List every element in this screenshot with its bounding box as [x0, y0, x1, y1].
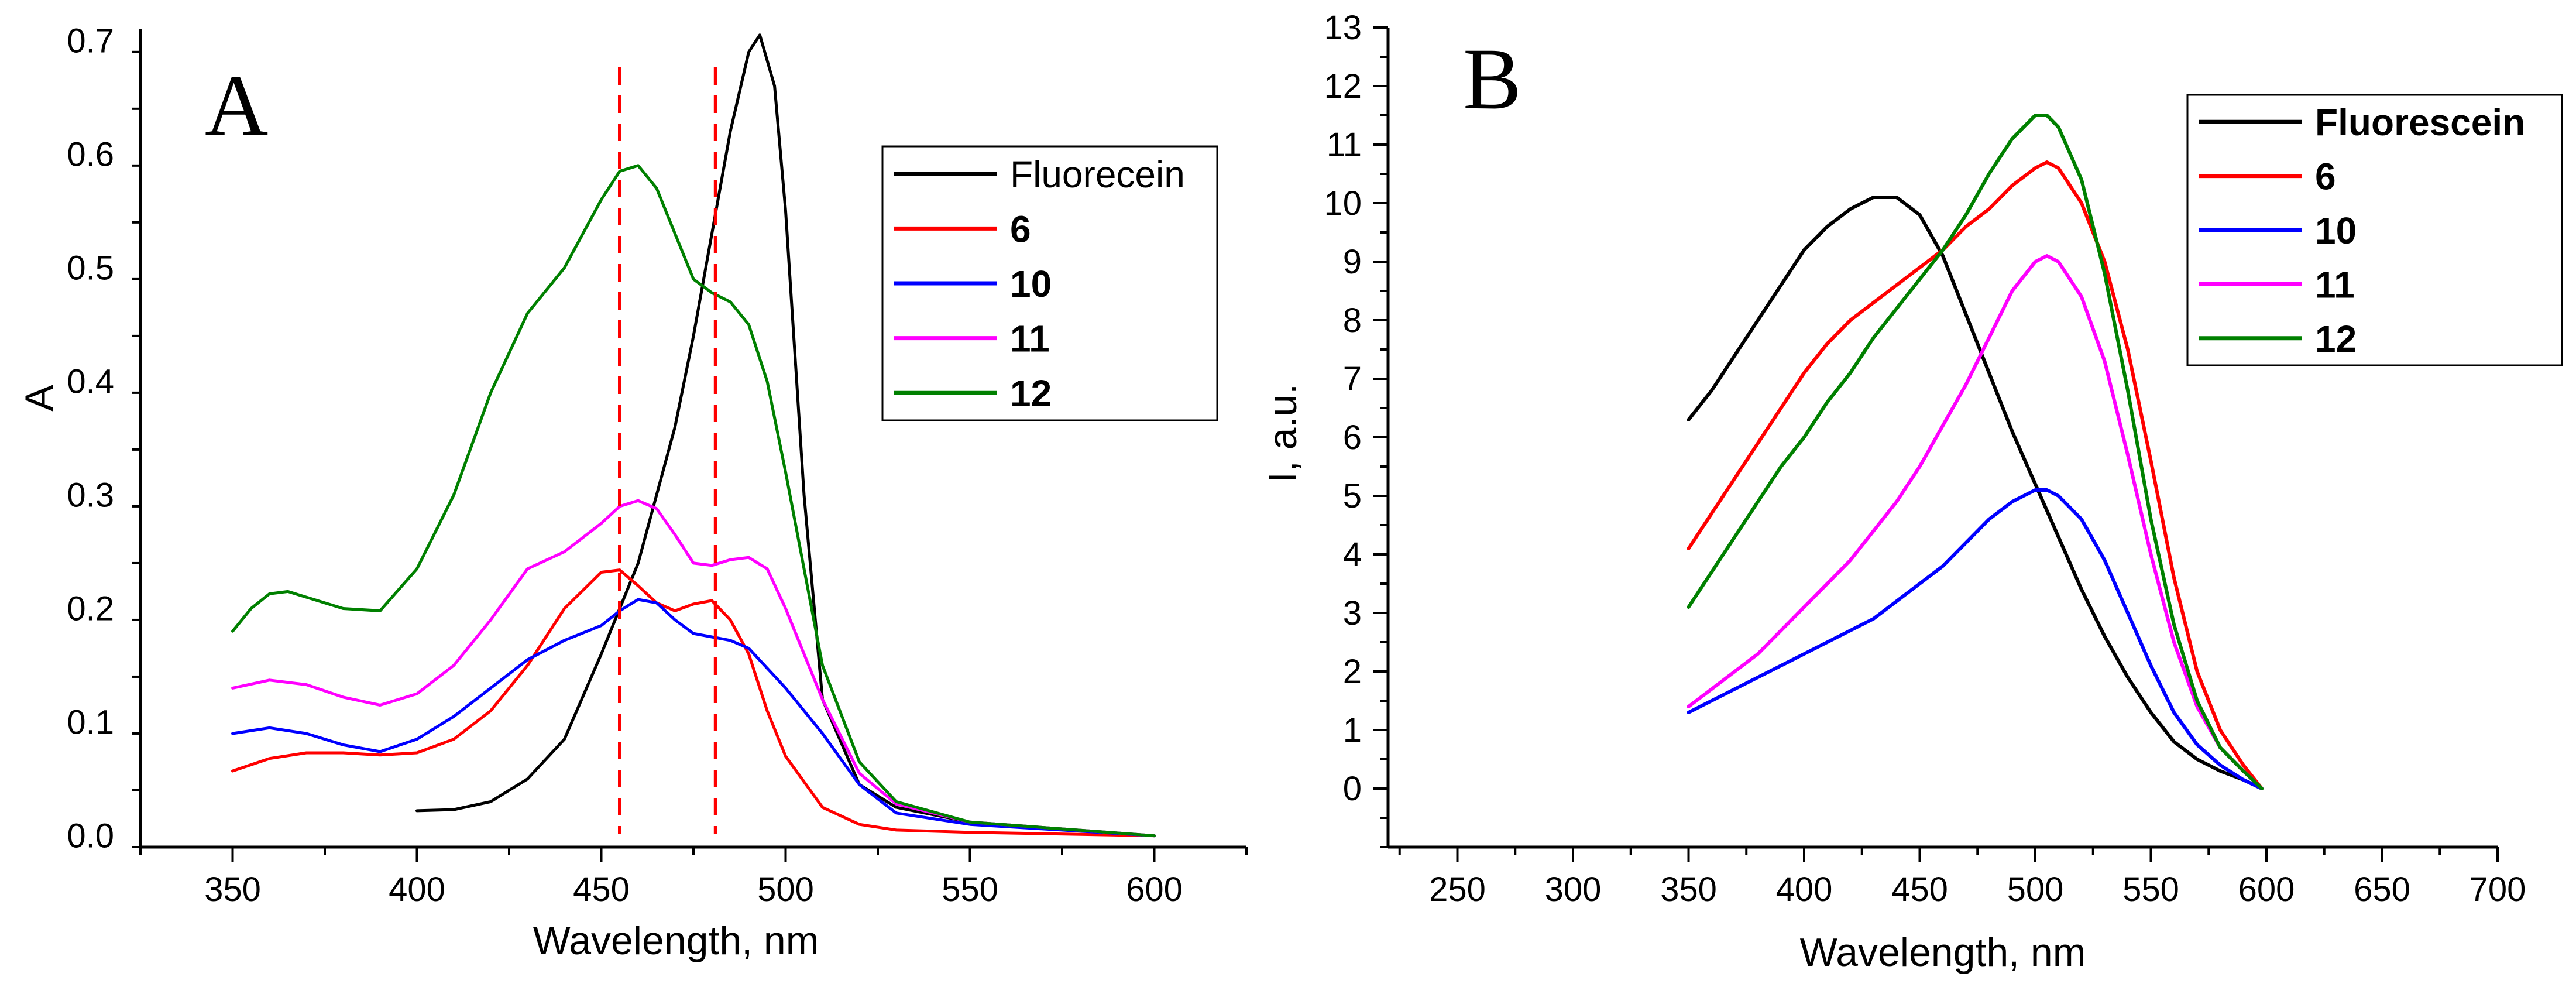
y-tick-label: 4	[1343, 536, 1362, 574]
panel-b-letter: B	[1463, 30, 1521, 128]
y-tick-label: 0.2	[67, 590, 114, 628]
y-tick-label: 0.3	[67, 477, 114, 515]
x-tick-label: 550	[2122, 871, 2179, 909]
y-tick-label: 5	[1343, 477, 1362, 515]
legend-label-10: 10	[1010, 263, 1052, 305]
y-tick-label: 0.0	[67, 817, 114, 855]
y-tick-label: 1	[1343, 711, 1362, 749]
legend-label-fluorescein: Fluorescein	[2315, 101, 2525, 143]
y-tick-label: 2	[1343, 653, 1362, 691]
series-line-12	[1687, 114, 2264, 790]
panel-b-x-ticks: 250 300 350 400 450 500 550 600 650 700	[1398, 847, 2526, 909]
x-tick-label: 600	[2238, 871, 2295, 909]
panel-a-reference-lines	[618, 67, 717, 834]
x-tick-label: 250	[1429, 871, 1486, 909]
legend-label-11: 11	[1010, 318, 1050, 360]
panel-b-legend: Fluorescein 6 10 11 12	[2186, 94, 2563, 366]
x-tick-label: 400	[1776, 871, 1833, 909]
series-line-10	[1687, 488, 2264, 790]
y-tick-label: 8	[1343, 301, 1362, 340]
panel-a-letter: A	[205, 57, 268, 154]
x-tick-label: 500	[757, 871, 814, 909]
panel-b-chart: 250 300 350 400 450 500 550 600 650 700 012345678…	[1260, 9, 2563, 975]
panel-b-series	[1687, 114, 2264, 790]
panel-a-x-axis-title: Wavelength, nm	[533, 919, 819, 963]
y-tick-label: 0.6	[67, 135, 114, 173]
x-tick-label: 350	[1660, 871, 1717, 909]
x-tick-label: 450	[573, 871, 630, 909]
legend-label-6: 6	[2315, 156, 2336, 198]
legend-label-12: 12	[2315, 318, 2357, 360]
legend-label-fluorecein: Fluorecein	[1010, 153, 1185, 196]
x-tick-label: 600	[1126, 871, 1183, 909]
x-tick-label: 700	[2469, 871, 2526, 909]
y-tick-label: 0.1	[67, 704, 114, 742]
y-tick-label: 0.4	[67, 362, 114, 400]
x-tick-label: 350	[204, 871, 261, 909]
panel-a-chart: 350 400 450 500 550 600 0.0 0.1 0.2 0.3 0.4 0.5 0.6…	[17, 22, 1248, 963]
y-tick-label: 0	[1343, 770, 1362, 808]
y-tick-label: 7	[1343, 360, 1362, 398]
x-tick-label: 400	[389, 871, 445, 909]
legend-label-12: 12	[1010, 372, 1052, 414]
panel-a-legend: Fluorecein 6 10 11 12	[881, 145, 1218, 421]
series-line-fluorescein	[1687, 196, 2264, 790]
x-tick-label: 500	[2007, 871, 2064, 909]
x-tick-label: 650	[2354, 871, 2410, 909]
y-tick-label: 13	[1324, 9, 1362, 47]
x-tick-label: 300	[1545, 871, 1602, 909]
series-line-6	[1687, 160, 2264, 790]
series-line-11	[231, 499, 1156, 838]
panel-b-x-axis-title: Wavelength, nm	[1800, 930, 2086, 975]
y-tick-label: 3	[1343, 594, 1362, 632]
panel-b-y-axis-title: I, a.u.	[1260, 383, 1305, 483]
panel-a-x-ticks: 350 400 450 500 550 600	[139, 847, 1248, 909]
x-tick-label: 450	[1891, 871, 1948, 909]
legend-label-11: 11	[2315, 263, 2355, 306]
legend-label-10: 10	[2315, 210, 2357, 252]
y-tick-label: 10	[1324, 184, 1362, 222]
x-tick-label: 550	[942, 871, 998, 909]
series-line-12	[231, 164, 1156, 838]
series-line-11	[1687, 254, 2264, 790]
panel-a-series	[231, 33, 1156, 838]
legend-label-6: 6	[1010, 208, 1031, 250]
panel-a-y-axis-title: A	[17, 385, 61, 412]
series-line-fluorecein	[415, 33, 1156, 838]
y-tick-label: 0.7	[67, 22, 114, 60]
y-tick-label: 11	[1327, 126, 1362, 164]
y-tick-label: 0.5	[67, 249, 114, 287]
series-line-10	[231, 598, 1156, 838]
series-line-6	[231, 568, 1156, 838]
panel-a-y-ticks: 0.0 0.1 0.2 0.3 0.4 0.5 0.6 0.7	[67, 22, 140, 855]
y-tick-label: 6	[1343, 419, 1362, 457]
y-tick-label: 9	[1343, 243, 1362, 281]
y-tick-label: 12	[1324, 67, 1362, 105]
